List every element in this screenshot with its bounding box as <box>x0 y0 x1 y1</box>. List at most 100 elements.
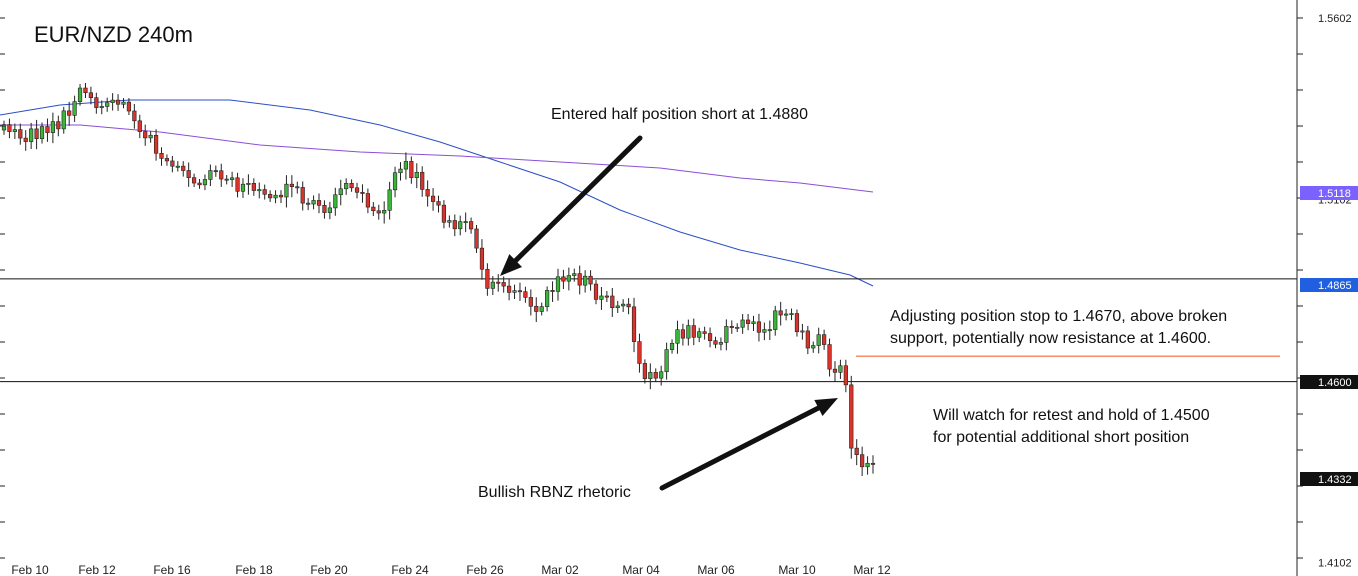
candle-body <box>382 210 387 214</box>
candle <box>713 336 718 349</box>
candle <box>224 175 229 185</box>
candle-body <box>664 349 669 373</box>
candle <box>56 115 61 137</box>
candle <box>479 239 485 280</box>
candle <box>398 162 403 181</box>
candle <box>338 179 343 206</box>
candle <box>528 289 533 316</box>
chart-title: EUR/NZD 240m <box>34 22 193 47</box>
candle-body <box>278 194 284 198</box>
candle-body <box>29 128 34 142</box>
candle-body <box>50 121 55 133</box>
candle <box>669 339 675 354</box>
candle-body <box>642 363 647 379</box>
candle-body <box>572 273 577 276</box>
candle <box>295 181 300 194</box>
candle-body <box>577 273 582 286</box>
candle-body <box>713 340 718 345</box>
candle <box>778 301 783 326</box>
candle-body <box>702 331 707 334</box>
candle <box>631 297 637 353</box>
annotation-rbnz: Bullish RBNZ rhetoric <box>478 484 631 501</box>
candle-body <box>365 193 370 208</box>
candle-body <box>626 303 631 308</box>
candle <box>865 456 870 475</box>
ma-slow-line <box>0 124 874 193</box>
candle-body <box>762 329 767 333</box>
candle-body <box>235 177 240 192</box>
candle <box>306 198 311 211</box>
candle <box>191 173 197 188</box>
candle <box>745 313 751 331</box>
candle <box>213 165 218 177</box>
candle <box>208 164 213 187</box>
candle-body <box>490 281 495 289</box>
candle-body <box>615 305 620 309</box>
candle-body <box>474 228 479 249</box>
candle-body <box>718 342 724 345</box>
candle <box>697 327 702 343</box>
time-tick-label: Feb 18 <box>235 563 273 576</box>
candle-body <box>164 158 170 162</box>
price-badge <box>1300 186 1358 200</box>
candle-body <box>45 126 50 133</box>
candle-body <box>67 110 72 116</box>
candle-body <box>425 189 430 197</box>
candle-body <box>376 210 381 214</box>
candle-body <box>18 129 23 139</box>
candle <box>7 118 12 139</box>
candle-body <box>77 87 83 102</box>
candle <box>724 319 729 351</box>
candle-body <box>143 131 148 139</box>
candle <box>604 290 609 303</box>
annotations <box>500 135 838 491</box>
candle <box>664 342 669 380</box>
time-tick-label: Mar 12 <box>853 563 891 576</box>
candle <box>251 178 256 196</box>
candle-body <box>257 189 262 192</box>
candle-body <box>528 297 533 307</box>
candle <box>659 365 664 386</box>
price-tick-label: 1.5602 <box>1318 13 1352 25</box>
candle-body <box>360 191 365 194</box>
candle <box>507 279 512 301</box>
candle-body <box>458 221 463 230</box>
candle-body <box>523 291 528 298</box>
horizontal-levels <box>0 278 1297 383</box>
candle <box>773 305 778 336</box>
candle-body <box>121 101 126 105</box>
candle <box>322 200 327 219</box>
candle-body <box>137 120 142 132</box>
candle-body <box>561 276 566 282</box>
candle <box>822 329 827 350</box>
candle-body <box>105 102 110 107</box>
candle-body <box>240 183 246 192</box>
candle-body <box>783 313 789 316</box>
candle <box>67 101 72 126</box>
price-tick-label: 1.4102 <box>1318 557 1352 569</box>
candle-body <box>132 110 137 122</box>
candle-body <box>653 372 658 379</box>
candle <box>425 180 430 207</box>
candle-body <box>463 221 468 224</box>
candle <box>34 119 39 150</box>
annotation-stop-line2: support, potentially now resistance at 1… <box>890 330 1212 347</box>
candle-body <box>724 326 729 343</box>
candle-body <box>517 290 523 293</box>
candle-body <box>512 290 517 293</box>
candle <box>523 286 528 303</box>
candle-body <box>148 134 153 139</box>
annotation-stop-line1: Adjusting position stop to 1.4670, above… <box>890 308 1228 325</box>
candle-body <box>262 189 267 195</box>
time-tick-label: Feb 16 <box>153 563 191 576</box>
candle-body <box>300 187 305 204</box>
candle-body <box>273 194 278 199</box>
candle <box>143 124 148 146</box>
candle <box>691 318 696 346</box>
candle-body <box>468 221 474 230</box>
candle <box>675 320 680 354</box>
candle-body <box>420 171 425 190</box>
candle-body <box>756 321 762 333</box>
candle-body <box>794 313 800 333</box>
